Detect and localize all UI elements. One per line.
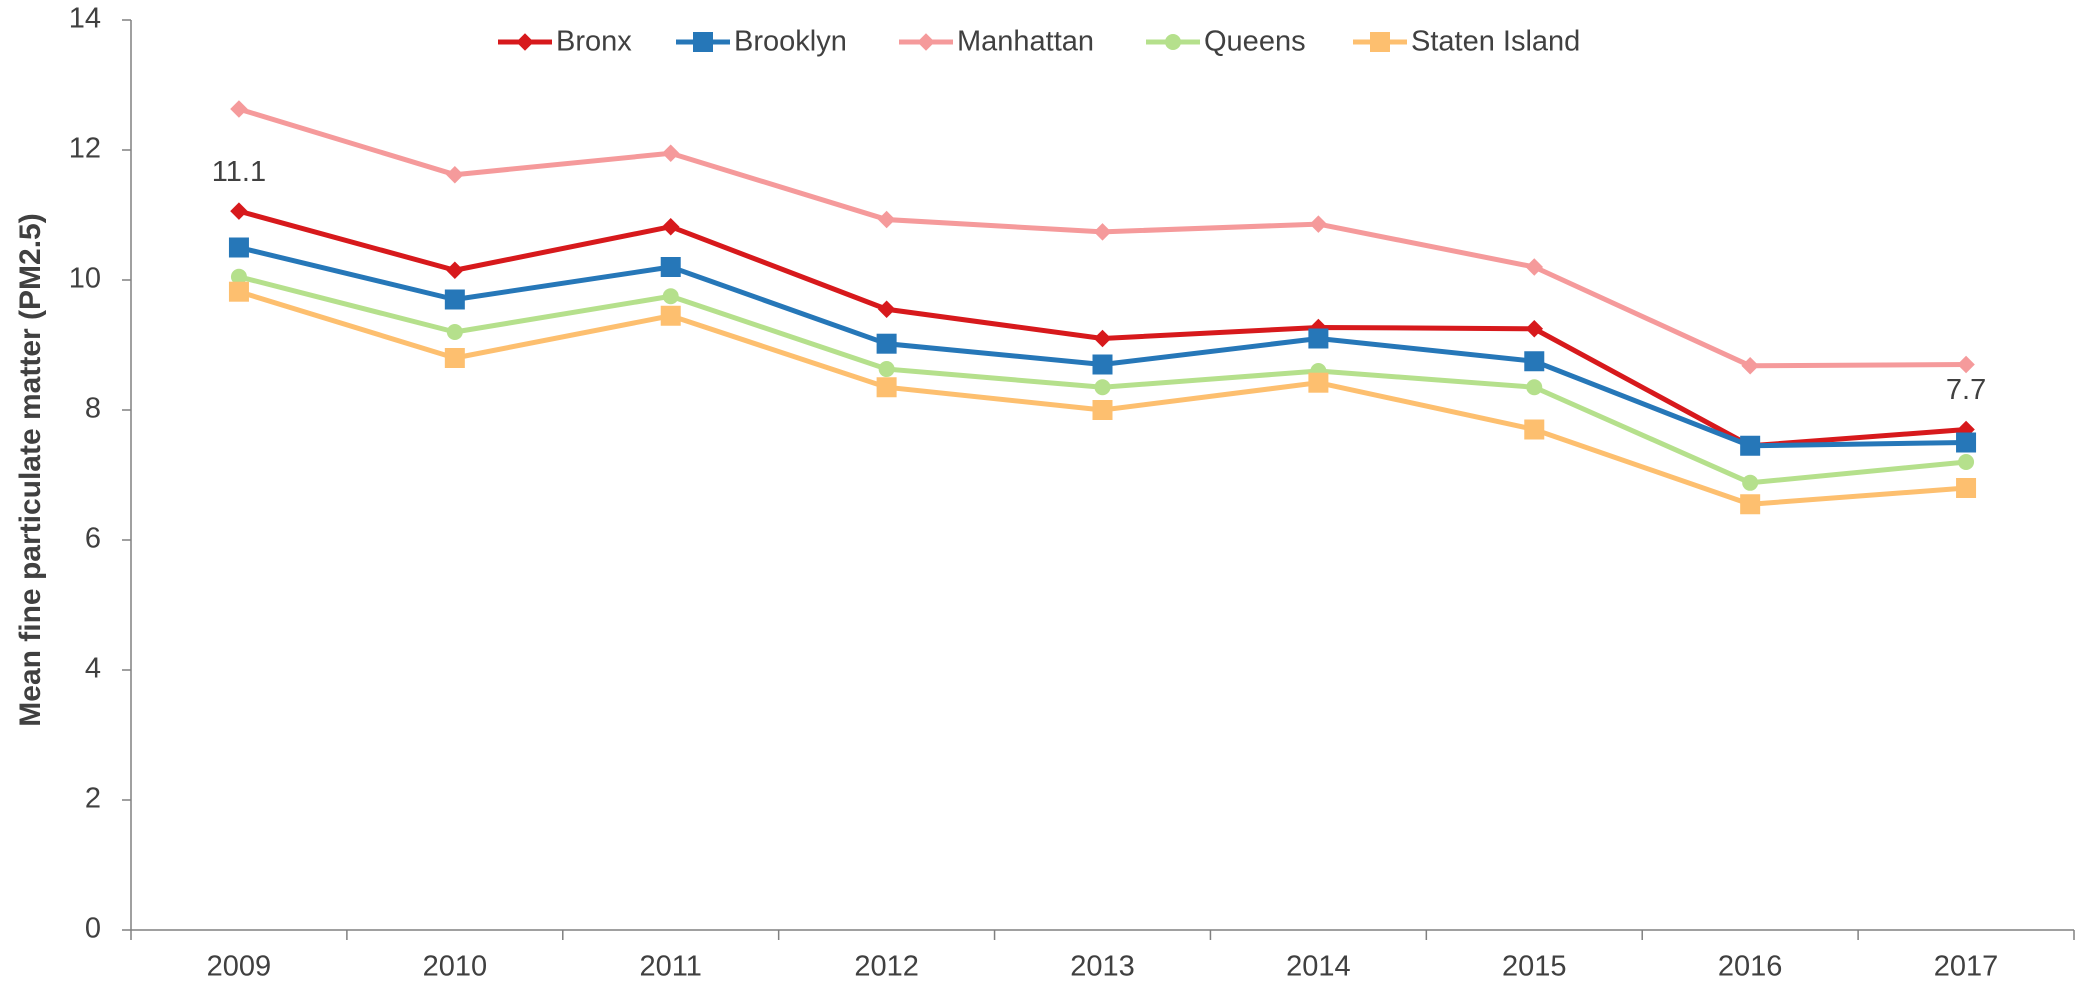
data-point — [661, 144, 680, 162]
y-tick-label: 0 — [85, 913, 101, 945]
data-point — [660, 305, 681, 326]
data-point — [1958, 454, 1975, 470]
data-point — [1092, 400, 1113, 420]
data-point — [877, 300, 896, 318]
data-point — [877, 210, 896, 229]
data-point — [878, 361, 895, 378]
legend-label: Bronx — [556, 26, 632, 58]
x-tick-label: 2017 — [1934, 951, 1999, 983]
legend-marker — [1370, 32, 1390, 52]
data-point — [446, 261, 464, 279]
data-point — [1740, 435, 1761, 456]
data-point — [1742, 474, 1759, 491]
data-point — [876, 333, 897, 354]
y-tick-label: 10 — [69, 263, 101, 295]
legend-label: Brooklyn — [734, 26, 847, 58]
data-point — [1956, 478, 1977, 498]
data-point — [444, 289, 465, 310]
data-point — [1525, 320, 1544, 338]
legend-label: Manhattan — [957, 26, 1094, 58]
data-point — [446, 165, 464, 184]
data-point — [661, 217, 680, 236]
y-tick-label: 6 — [85, 523, 101, 555]
data-point — [1524, 419, 1545, 440]
x-tick-label: 2016 — [1718, 951, 1783, 983]
y-tick-label: 12 — [69, 133, 101, 165]
data-label: 7.7 — [1946, 374, 1986, 406]
legend-marker — [1165, 34, 1181, 50]
legend-marker — [693, 32, 713, 52]
data-point — [228, 281, 249, 302]
data-point — [1093, 223, 1112, 241]
y-axis-title: Mean fine particulate matter (PM2.5) — [14, 213, 47, 726]
data-point — [662, 288, 679, 305]
data-point — [1956, 432, 1977, 453]
data-point — [1741, 357, 1759, 375]
data-point — [660, 257, 681, 277]
y-tick-label: 8 — [85, 393, 101, 425]
legend-label: Queens — [1204, 26, 1306, 58]
y-tick-label: 14 — [69, 3, 101, 35]
x-tick-label: 2012 — [854, 951, 919, 983]
legend-label: Staten Island — [1411, 26, 1580, 58]
x-tick-label: 2010 — [423, 951, 488, 983]
data-point — [1957, 355, 1975, 374]
data-point — [446, 324, 463, 340]
data-point — [230, 202, 248, 220]
data-label: 11.1 — [212, 156, 266, 188]
data-point — [444, 348, 465, 368]
legend-marker — [516, 33, 534, 51]
x-tick-label: 2009 — [207, 951, 272, 983]
data-point — [1093, 329, 1112, 348]
data-point — [230, 268, 247, 285]
data-point — [1308, 372, 1329, 393]
data-point — [1308, 328, 1329, 349]
legend-marker — [917, 33, 935, 51]
data-point — [1524, 351, 1545, 372]
data-point — [1309, 215, 1328, 233]
data-point — [1526, 379, 1543, 396]
data-point — [1740, 494, 1761, 515]
x-tick-label: 2011 — [640, 951, 702, 983]
data-point — [876, 377, 897, 398]
x-tick-label: 2014 — [1286, 951, 1351, 983]
data-point — [228, 237, 249, 258]
y-tick-label: 4 — [85, 653, 101, 685]
data-point — [1094, 379, 1111, 396]
y-tick-label: 2 — [85, 783, 101, 815]
x-tick-label: 2015 — [1502, 951, 1567, 983]
data-point — [1092, 354, 1113, 375]
data-point — [230, 100, 248, 118]
x-tick-label: 2013 — [1070, 951, 1135, 983]
data-point — [1525, 258, 1544, 276]
